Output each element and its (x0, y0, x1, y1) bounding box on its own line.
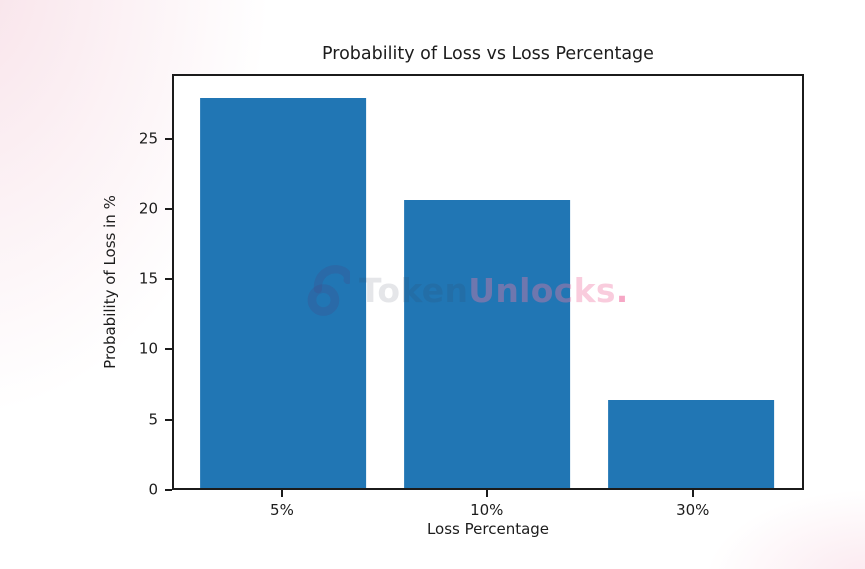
x-tick-label: 30% (676, 501, 710, 519)
x-tick-mark (485, 490, 488, 497)
x-axis-ticks: 5% 10% 30% (172, 490, 804, 538)
y-tick-mark (165, 418, 172, 421)
x-tick-mark (280, 490, 283, 497)
x-tick-label: 5% (270, 501, 294, 519)
y-tick-label: 25 (138, 129, 158, 148)
bar-series (174, 76, 802, 488)
y-tick-label: 20 (138, 199, 158, 218)
y-tick-label: 15 (138, 269, 158, 288)
bar (403, 199, 570, 488)
y-tick-label: 10 (138, 339, 158, 358)
y-tick-label: 0 (148, 480, 158, 499)
x-tick-mark (691, 490, 694, 497)
y-tick-mark (165, 137, 172, 140)
plot-area (172, 74, 804, 490)
y-axis-ticks: 0 5 10 15 20 25 (0, 74, 172, 497)
bar (200, 98, 367, 488)
y-tick-mark (165, 278, 172, 281)
x-tick-label: 10% (470, 501, 504, 519)
y-tick-mark (165, 207, 172, 210)
x-axis-label: Loss Percentage (426, 520, 550, 538)
chart-title: Probability of Loss vs Loss Percentage (322, 44, 654, 64)
bar (608, 400, 775, 488)
y-tick-label: 5 (148, 410, 158, 429)
y-tick-mark (165, 489, 172, 491)
y-tick-mark (165, 348, 172, 351)
